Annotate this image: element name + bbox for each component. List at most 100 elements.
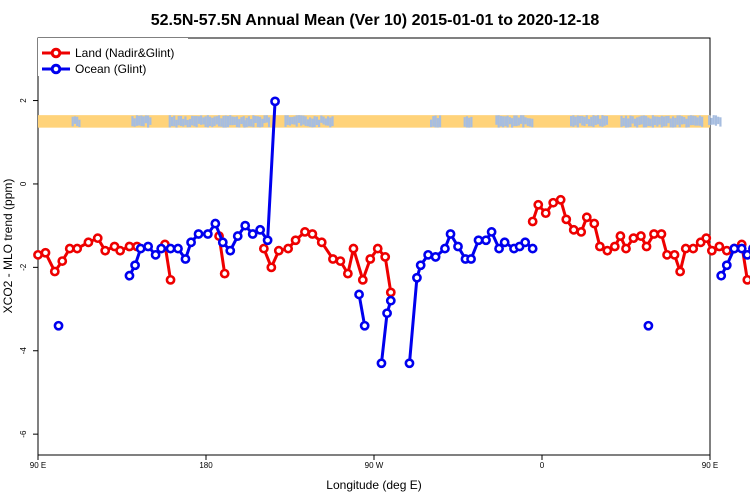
band-ocean-patch xyxy=(226,116,230,128)
data-point-ocean xyxy=(486,227,497,237)
data-point-land xyxy=(701,233,712,244)
data-point-ocean xyxy=(359,320,370,331)
data-point-land xyxy=(561,214,572,225)
data-point-ocean xyxy=(382,308,392,319)
data-point-land xyxy=(669,249,680,260)
band-ocean-patch xyxy=(71,116,74,127)
band-ocean-patch xyxy=(572,115,575,127)
data-point-ocean xyxy=(499,237,510,248)
data-point-ocean xyxy=(742,249,750,260)
band-ocean-patch xyxy=(515,115,518,127)
band-ocean-patch xyxy=(193,116,196,127)
data-point-land xyxy=(365,254,376,264)
band-ocean-patch xyxy=(647,117,650,126)
band-ocean-patch xyxy=(638,116,641,126)
band-ocean-patch xyxy=(133,118,136,127)
data-point-ocean xyxy=(520,237,531,248)
series-line-land xyxy=(163,244,173,281)
band-ocean-patch xyxy=(680,116,684,125)
data-point-ocean xyxy=(440,243,450,254)
band-ocean-patch xyxy=(499,115,503,127)
band-ocean-patch xyxy=(200,115,203,125)
band-ocean-patch xyxy=(304,116,307,126)
band-ocean-patch xyxy=(599,118,602,127)
band-ocean-patch xyxy=(206,115,209,128)
data-point-ocean xyxy=(466,254,476,264)
band-ocean-patch xyxy=(138,115,141,126)
band-ocean-patch xyxy=(302,115,305,125)
y-tick-label: 2 xyxy=(19,98,28,103)
data-point-land xyxy=(290,235,301,246)
band-ocean-patch xyxy=(208,116,212,127)
data-point-ocean xyxy=(53,320,64,331)
band-ocean-patch xyxy=(587,119,591,127)
band-ocean-patch xyxy=(667,115,670,124)
band-ocean-patch xyxy=(197,116,200,124)
band-ocean-patch xyxy=(147,115,150,128)
band-ocean-patch xyxy=(291,117,294,125)
data-point-ocean xyxy=(494,243,504,254)
band-ocean-patch xyxy=(470,116,473,128)
data-point-ocean xyxy=(445,229,456,239)
band-ocean-patch xyxy=(502,116,505,128)
band-ocean-patch xyxy=(315,116,318,126)
data-point-land xyxy=(662,249,672,260)
data-point-ocean xyxy=(527,243,538,254)
band-ocean-patch xyxy=(300,115,303,126)
data-point-land xyxy=(348,243,359,254)
data-point-ocean xyxy=(354,289,364,300)
band-ocean-patch xyxy=(265,115,268,123)
band-ocean-patch xyxy=(687,115,690,128)
band-ocean-patch xyxy=(497,115,500,128)
data-point-ocean xyxy=(415,260,426,271)
band-ocean-patch xyxy=(231,116,234,126)
band-ocean-patch xyxy=(313,116,316,128)
data-point-ocean xyxy=(404,358,415,369)
band-ocean-patch xyxy=(186,119,189,128)
band-ocean-patch xyxy=(140,115,143,127)
band-ocean-patch xyxy=(701,116,704,127)
data-point-land xyxy=(602,245,613,256)
data-point-ocean xyxy=(721,260,732,271)
band-ocean-patch xyxy=(629,115,632,128)
band-ocean-patch xyxy=(640,115,643,125)
band-ocean-patch xyxy=(250,119,253,127)
band-ocean-patch xyxy=(240,117,243,125)
band-ocean-patch xyxy=(170,116,174,127)
band-ocean-patch xyxy=(528,118,532,127)
band-ocean-patch xyxy=(581,115,584,126)
band-ocean-patch xyxy=(188,118,192,128)
data-point-land xyxy=(64,243,75,254)
band-ocean-patch xyxy=(76,116,79,127)
data-point-land xyxy=(576,227,587,237)
data-point-land xyxy=(385,287,396,298)
band-ocean-patch xyxy=(284,115,287,127)
band-ocean-patch xyxy=(322,116,325,125)
data-point-land xyxy=(258,243,269,254)
band-ocean-patch xyxy=(651,115,654,128)
data-point-land xyxy=(49,266,60,277)
band-ocean-patch xyxy=(578,115,582,124)
data-point-land xyxy=(380,252,391,262)
band-ocean-patch xyxy=(717,116,720,125)
data-point-land xyxy=(555,194,566,205)
band-ocean-patch xyxy=(590,116,593,127)
y-tick-label: -4 xyxy=(19,347,28,355)
data-point-land xyxy=(124,241,135,252)
band-ocean-patch xyxy=(531,118,534,128)
band-ocean-patch xyxy=(320,115,323,123)
data-point-land xyxy=(266,262,277,273)
data-point-ocean xyxy=(165,243,176,254)
legend-label-ocean: Ocean (Glint) xyxy=(75,62,146,76)
data-point-ocean xyxy=(423,249,434,260)
band-ocean-patch xyxy=(660,115,663,128)
band-ocean-patch xyxy=(511,118,514,128)
data-point-land xyxy=(649,229,659,239)
data-point-ocean xyxy=(430,252,441,262)
data-point-ocean xyxy=(240,220,251,231)
band-ocean-patch xyxy=(674,117,677,128)
data-point-land xyxy=(589,218,600,229)
band-ocean-patch xyxy=(636,117,639,128)
band-ocean-patch xyxy=(696,117,699,126)
band-ocean-patch xyxy=(513,115,516,127)
